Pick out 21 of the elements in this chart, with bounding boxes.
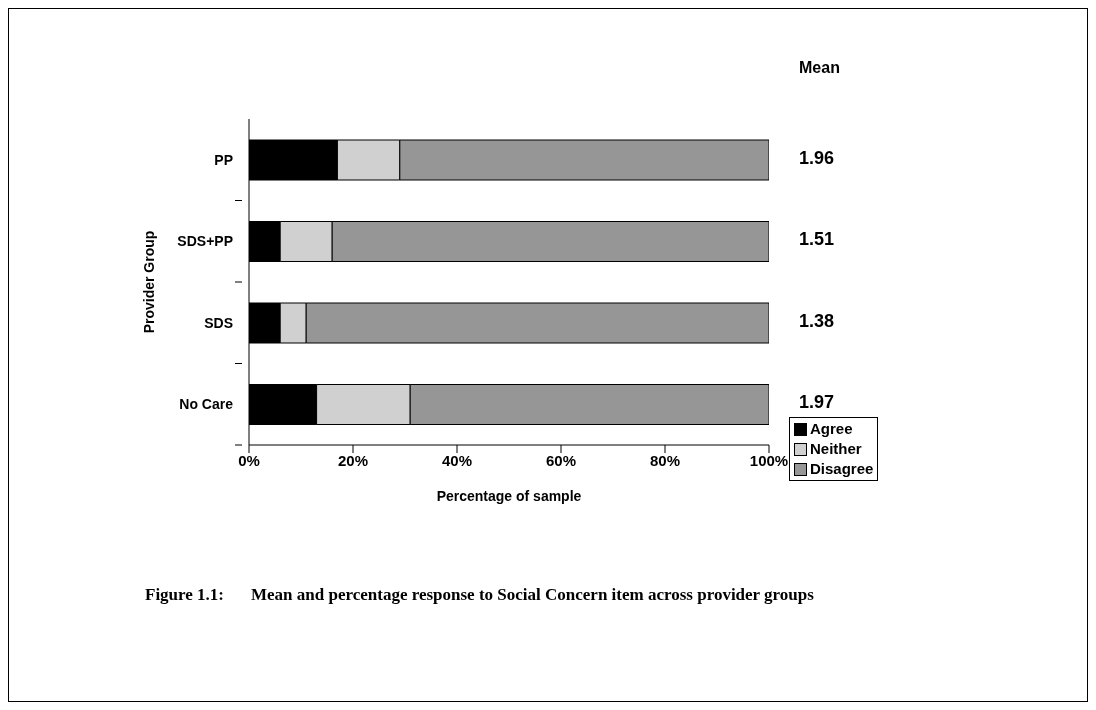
text: 1.97 — [799, 392, 835, 414]
text: 1.96 — [799, 147, 835, 169]
y-axis-title: Provider Group — [140, 230, 157, 334]
text: 1.51 — [799, 229, 835, 251]
text: Mean — [799, 59, 840, 77]
y-tick-label: SDS+PP — [177, 233, 233, 250]
x-axis-title: Percentage of sample — [436, 488, 582, 504]
y-tick-label: PP — [214, 151, 233, 168]
x-tick-label: 80% — [649, 451, 681, 469]
x-tick-label: 100% — [749, 451, 789, 469]
y-tick-label: No Care — [179, 396, 234, 413]
caption: Figure 1.1: Mean and percentage response to Social Concern item across provider groups — [145, 584, 815, 606]
legend-label: Agree — [810, 419, 853, 439]
x-tick-label: 0% — [238, 451, 260, 469]
x-tick-label: 40% — [441, 451, 473, 469]
y-tick-label: SDS — [204, 314, 233, 331]
x-tick-label: 60% — [545, 451, 577, 469]
legend-label: Disagree — [810, 459, 874, 479]
text: 1.38 — [799, 310, 835, 332]
legend-label: Neither — [810, 439, 862, 459]
x-tick-label: 20% — [337, 451, 369, 469]
